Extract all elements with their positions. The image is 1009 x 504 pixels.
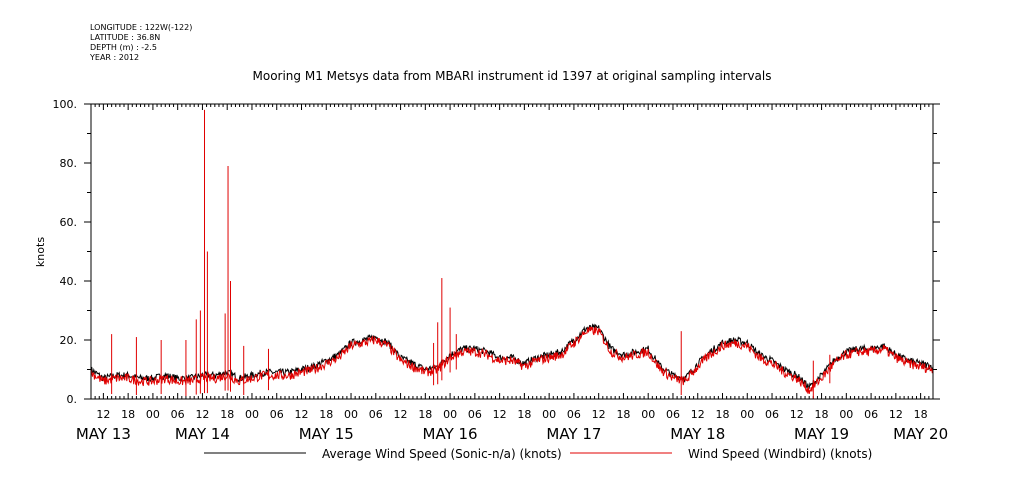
y-tick-label: 100. xyxy=(53,98,78,111)
x-tick-label: 00 xyxy=(839,408,853,421)
x-tick-label: 12 xyxy=(691,408,705,421)
x-day-label: MAY 17 xyxy=(546,425,601,443)
chart-title: Mooring M1 Metsys data from MBARI instru… xyxy=(253,69,772,83)
x-tick-label: 06 xyxy=(765,408,779,421)
x-tick-label: 06 xyxy=(567,408,581,421)
x-tick-label: 18 xyxy=(616,408,630,421)
x-day-label: MAY 19 xyxy=(794,425,849,443)
x-day-label: MAY 13 xyxy=(76,425,131,443)
plot-frame xyxy=(90,103,934,400)
x-tick-label: 06 xyxy=(171,408,185,421)
x-tick-label: 12 xyxy=(790,408,804,421)
x-tick-label: 00 xyxy=(443,408,457,421)
x-tick-label: 06 xyxy=(468,408,482,421)
x-tick-label: 06 xyxy=(369,408,383,421)
y-tick-label: 20. xyxy=(60,334,78,347)
x-tick-label: 12 xyxy=(295,408,309,421)
x-tick-label: 12 xyxy=(493,408,507,421)
axis-ticks: 0. 20. 40. 60. 80. 100. 12 18 00 06 12 18 00 06 12 18 00… xyxy=(53,98,949,443)
x-tick-label: 18 xyxy=(220,408,234,421)
x-tick-label: 18 xyxy=(517,408,531,421)
x-tick-label: 00 xyxy=(245,408,259,421)
legend-label-average: Average Wind Speed (Sonic-n/a) (knots) xyxy=(322,447,562,461)
legend-label-windbird: Wind Speed (Windbird) (knots) xyxy=(688,447,872,461)
x-tick-label: 00 xyxy=(542,408,556,421)
x-tick-label: 06 xyxy=(864,408,878,421)
x-tick-label: 18 xyxy=(914,408,928,421)
x-day-label: MAY 20 xyxy=(893,425,948,443)
x-tick-label: 00 xyxy=(740,408,754,421)
x-tick-label: 18 xyxy=(418,408,432,421)
x-tick-label: 00 xyxy=(146,408,160,421)
y-axis-label: knots xyxy=(34,237,47,267)
x-tick-label: 06 xyxy=(270,408,284,421)
series-lines xyxy=(90,109,934,399)
x-tick-label: 06 xyxy=(666,408,680,421)
series-line-average-wind xyxy=(90,323,934,390)
latitude-label: LATITUDE : 36.8N xyxy=(90,33,160,42)
x-day-label: MAY 15 xyxy=(299,425,354,443)
x-tick-label: 00 xyxy=(344,408,358,421)
x-tick-label: 12 xyxy=(394,408,408,421)
y-tick-label: 60. xyxy=(60,216,78,229)
x-tick-label: 18 xyxy=(121,408,135,421)
longitude-label: LONGITUDE : 122W(-122) xyxy=(90,23,192,32)
x-tick-label: 12 xyxy=(889,408,903,421)
x-tick-label: 12 xyxy=(96,408,110,421)
x-day-label: MAY 16 xyxy=(423,425,478,443)
y-tick-label: 0. xyxy=(67,393,78,406)
y-tick-label: 40. xyxy=(60,275,78,288)
legend: Average Wind Speed (Sonic-n/a) (knots) W… xyxy=(204,447,872,461)
x-tick-label: 12 xyxy=(592,408,606,421)
depth-label: DEPTH (m) : -2.5 xyxy=(90,43,157,52)
x-tick-label: 00 xyxy=(641,408,655,421)
x-tick-label: 18 xyxy=(319,408,333,421)
x-tick-label: 12 xyxy=(195,408,209,421)
x-tick-label: 18 xyxy=(716,408,730,421)
x-day-label: MAY 18 xyxy=(670,425,725,443)
x-tick-label: 18 xyxy=(815,408,829,421)
series-line-windbird xyxy=(90,325,934,395)
year-label: YEAR : 2012 xyxy=(89,53,139,62)
y-tick-label: 80. xyxy=(60,157,78,170)
x-day-label: MAY 14 xyxy=(175,425,230,443)
